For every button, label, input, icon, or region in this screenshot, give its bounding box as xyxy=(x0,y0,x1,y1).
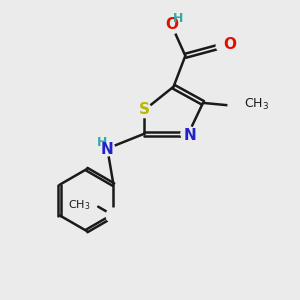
Text: N: N xyxy=(183,128,196,143)
Circle shape xyxy=(228,100,240,112)
Text: CH$_3$: CH$_3$ xyxy=(244,97,269,112)
Circle shape xyxy=(181,126,196,141)
Text: S: S xyxy=(139,102,150,117)
Text: O: O xyxy=(224,37,237,52)
Text: CH$_3$: CH$_3$ xyxy=(68,198,91,212)
Text: N: N xyxy=(100,142,113,157)
Circle shape xyxy=(216,38,231,53)
Circle shape xyxy=(100,141,115,156)
Text: O: O xyxy=(165,17,178,32)
Circle shape xyxy=(106,208,121,223)
Text: H: H xyxy=(173,12,184,25)
Circle shape xyxy=(165,19,179,34)
Text: H: H xyxy=(97,136,107,148)
Circle shape xyxy=(137,103,152,118)
